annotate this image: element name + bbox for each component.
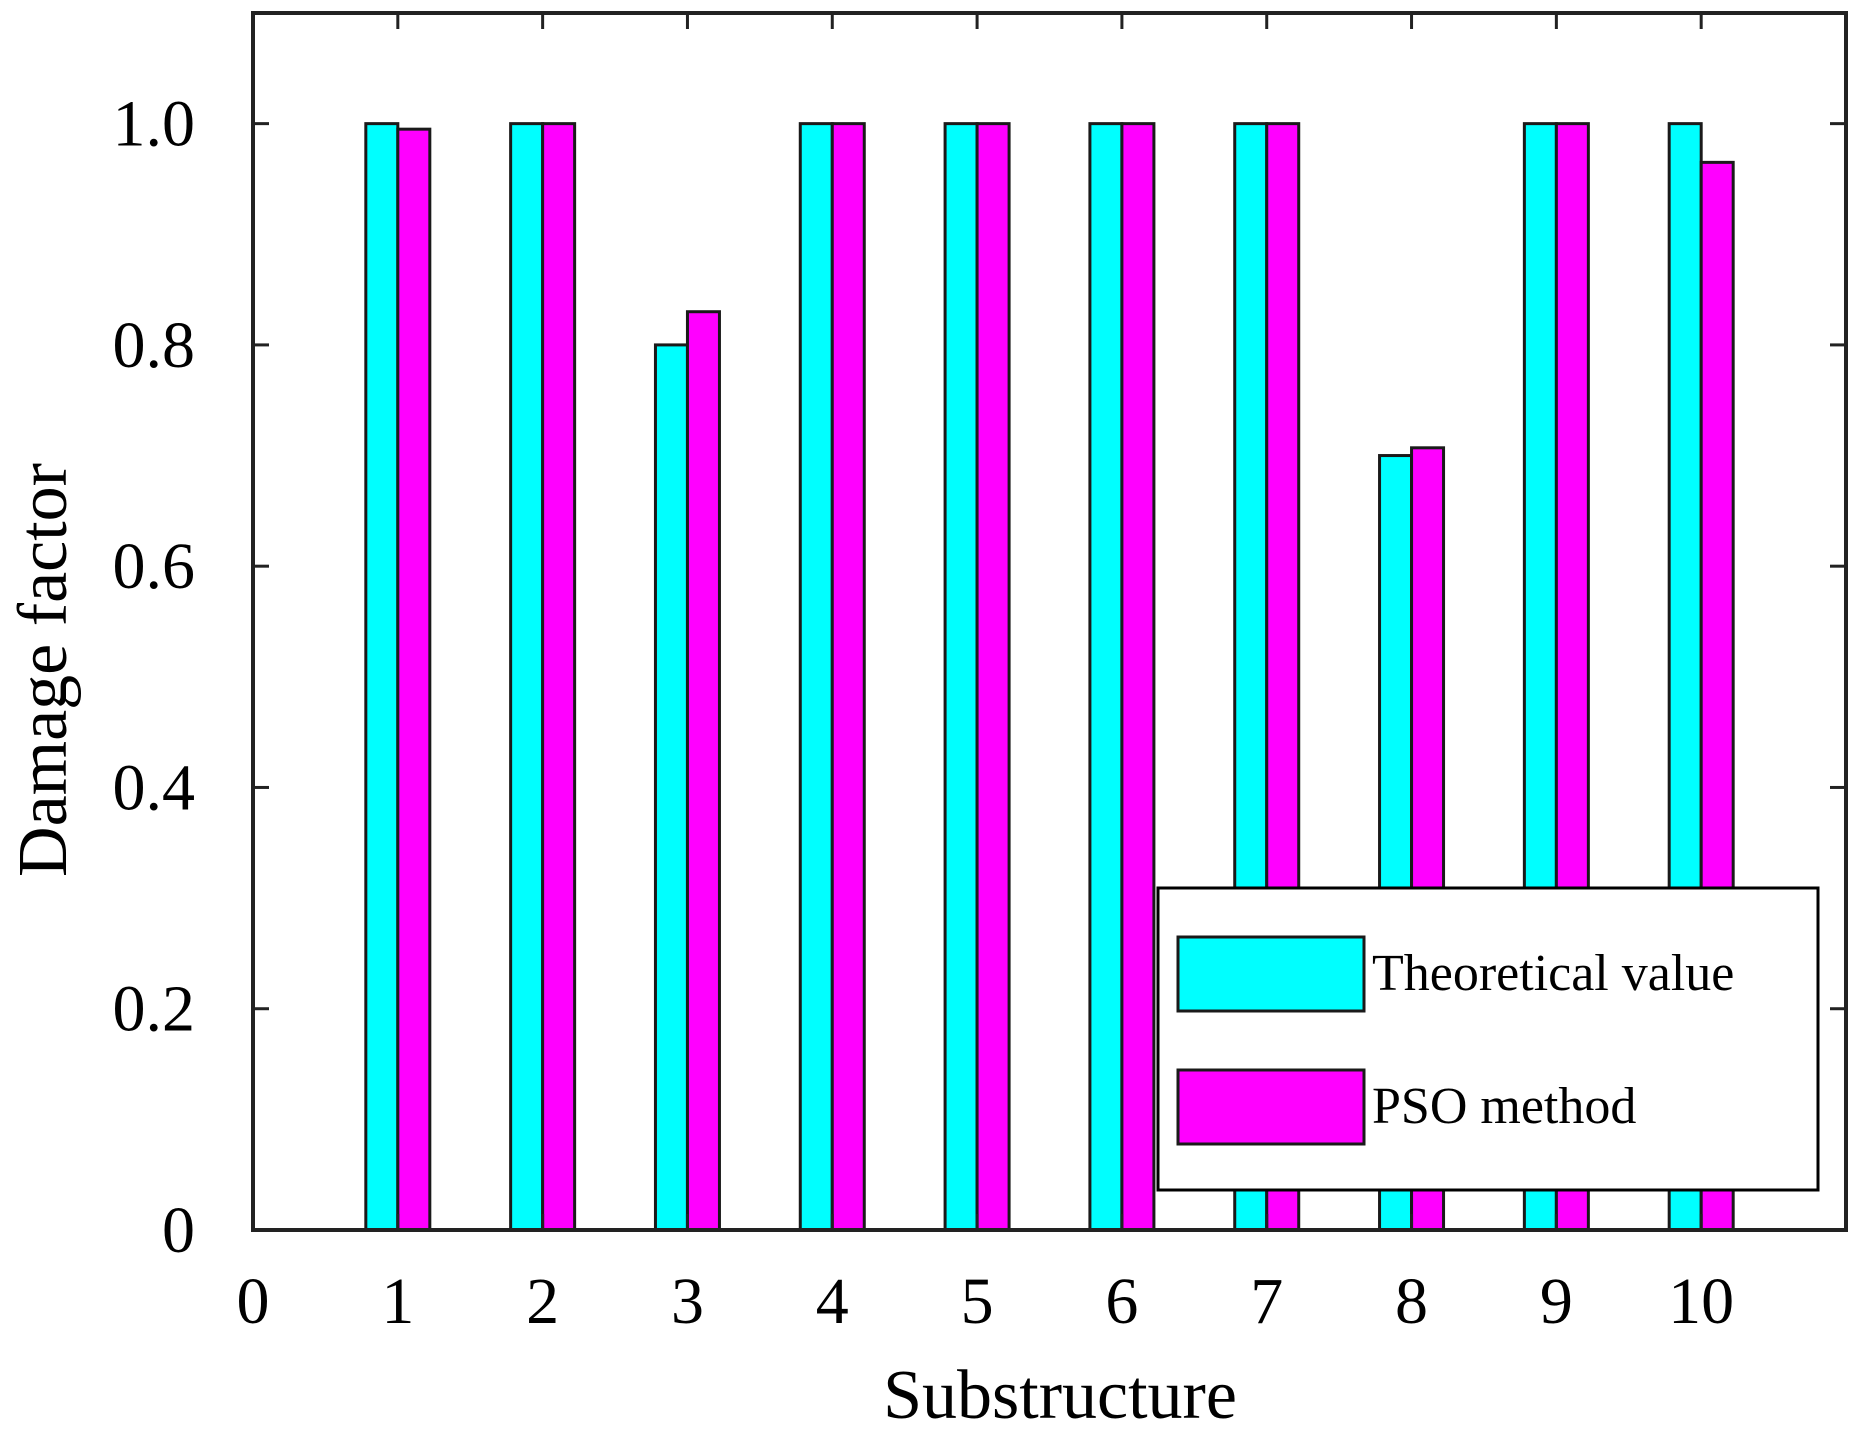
x-tick-label: 4	[816, 1265, 849, 1338]
y-axis-label: Damage factor	[5, 463, 82, 877]
y-tick-label: 0	[162, 1194, 195, 1267]
axes-layer	[251, 11, 1848, 1232]
bar-pso-method-3	[685, 310, 721, 1232]
legend-swatch-theoretical-value	[1176, 935, 1366, 1013]
x-tick-label: 5	[961, 1265, 994, 1338]
x-tick-label: 7	[1250, 1265, 1283, 1338]
legend: Theoretical value PSO method	[1156, 886, 1820, 1192]
y-tick-label: 0.8	[113, 309, 196, 382]
x-tick-label: 0	[237, 1265, 270, 1338]
bar-theoretical-value-2	[509, 122, 545, 1232]
y-tick-label: 0.6	[113, 530, 196, 603]
bar-pso-method-1	[396, 127, 432, 1232]
bar-theoretical-value-3	[653, 343, 689, 1232]
x-tick-label: 9	[1540, 1265, 1573, 1338]
legend-label-pso-method: PSO method	[1372, 1078, 1636, 1135]
bar-pso-method-4	[830, 122, 866, 1232]
bar-pso-method-6	[1120, 122, 1156, 1232]
y-tick-label: 0.4	[113, 751, 196, 824]
x-tick-label: 8	[1395, 1265, 1428, 1338]
bar-pso-method-5	[975, 122, 1011, 1232]
tick-labels-layer: 0 0.2 0.4 0.6 0.8 1.0 0 1 2 3 4 5 6 7 8 9 10	[113, 88, 1735, 1338]
bar-pso-method-2	[541, 122, 577, 1232]
bar-theoretical-value-4	[798, 122, 834, 1232]
y-tick-label: 0.2	[113, 973, 196, 1046]
x-tick-label: 10	[1668, 1265, 1734, 1338]
legend-swatch-pso-method	[1176, 1068, 1366, 1146]
x-tick-label: 1	[381, 1265, 414, 1338]
bar-theoretical-value-6	[1088, 122, 1124, 1232]
x-axis-label: Substructure	[883, 1357, 1237, 1430]
x-tick-label: 2	[526, 1265, 559, 1338]
bar-theoretical-value-5	[943, 122, 979, 1232]
plot-frame	[251, 11, 1848, 1232]
bar-theoretical-value-1	[364, 122, 400, 1232]
legend-label-theoretical-value: Theoretical value	[1372, 945, 1734, 1002]
x-tick-label: 6	[1105, 1265, 1138, 1338]
y-tick-label: 1.0	[113, 88, 196, 161]
x-tick-label: 3	[671, 1265, 704, 1338]
